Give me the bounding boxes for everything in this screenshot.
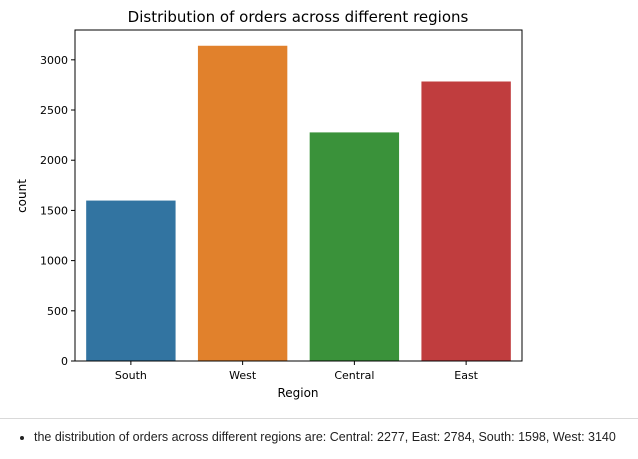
y-tick-label: 1500	[40, 204, 68, 217]
y-axis-label: count	[15, 179, 29, 213]
plot-frame	[74, 29, 523, 362]
x-axis-label: Region	[277, 386, 318, 400]
y-tick-label: 1000	[40, 255, 68, 268]
x-tick-label: West	[229, 369, 257, 382]
x-tick-label: South	[115, 369, 147, 382]
y-tick-label: 0	[61, 355, 68, 368]
bar-central	[309, 132, 400, 361]
y-tick-label: 2500	[40, 104, 68, 117]
bar-chart: Distribution of orders across different …	[15, 8, 523, 400]
summary-list: the distribution of orders across differ…	[0, 428, 638, 446]
divider	[0, 418, 638, 419]
y-tick-label: 500	[47, 305, 68, 318]
bar-west	[197, 45, 288, 362]
x-tick-label: Central	[334, 369, 374, 382]
chart-title: Distribution of orders across different …	[128, 8, 469, 26]
bar-south	[86, 200, 176, 361]
x-tick-label: East	[454, 369, 478, 382]
y-tick-label: 2000	[40, 154, 68, 167]
summary-text: the distribution of orders across differ…	[34, 428, 638, 446]
bar-east	[421, 81, 511, 362]
y-tick-label: 3000	[40, 54, 68, 67]
